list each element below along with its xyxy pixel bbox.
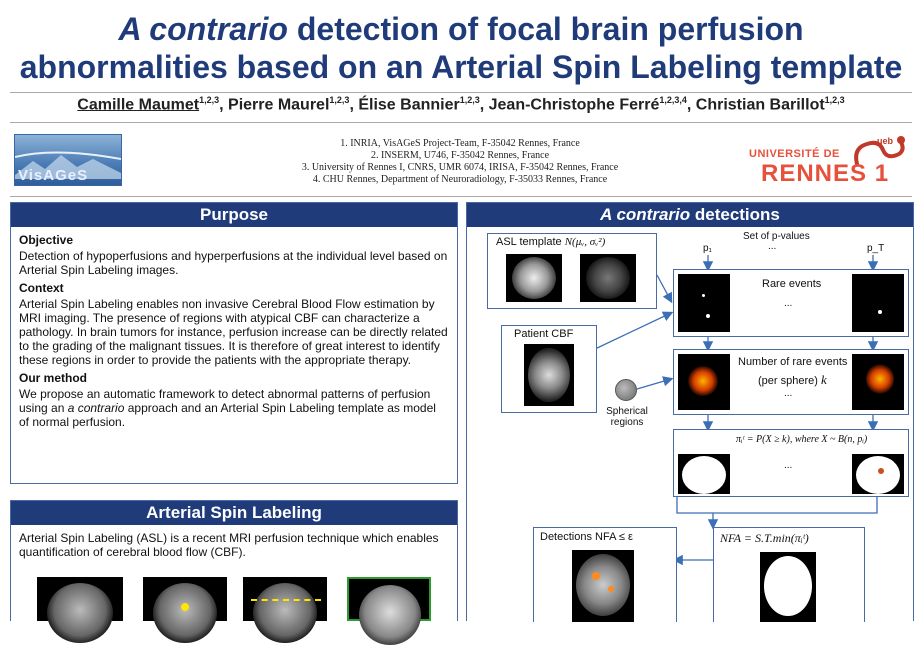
detections-heading-rest: detections bbox=[690, 205, 780, 224]
method-text-2: approach and an Arterial Spin Labeling t… bbox=[19, 401, 436, 429]
method-text-italic: a contrario bbox=[67, 401, 125, 415]
nfa-formula: NFA = S.T.min(πᵢᵗ) bbox=[720, 531, 809, 545]
author-affiliation-sup: 1,2,3 bbox=[329, 95, 350, 105]
objective-title: Objective bbox=[19, 233, 74, 247]
number-rare-map-T bbox=[852, 354, 904, 410]
template-mean-image bbox=[506, 254, 562, 302]
nfa-map bbox=[760, 552, 816, 622]
poster-title-line1: A contrario detection of focal brain per… bbox=[0, 10, 922, 48]
asl-image-3 bbox=[243, 577, 327, 643]
author-affiliation-sup: 1,2,3 bbox=[199, 95, 220, 105]
affiliation-1: 1. INRIA, VisAGeS Project-Team, F-35042 … bbox=[340, 138, 580, 149]
detections-panel: A contrario detections ASL template N(μᵥ… bbox=[466, 202, 914, 622]
context-text: Arterial Spin Labeling enables non invas… bbox=[19, 297, 448, 367]
divider-header bbox=[10, 196, 912, 197]
number-rare-box: Number of rare events (per sphere) k ... bbox=[673, 349, 909, 415]
formula-dots: ... bbox=[784, 460, 793, 471]
method-text-1: We propose an automatic framework to det… bbox=[19, 387, 431, 415]
author-affiliation-sup: 1,2,3 bbox=[459, 95, 480, 105]
rare-events-map-T bbox=[852, 274, 904, 332]
number-rare-k: k bbox=[820, 372, 827, 387]
author-affiliation-sup: 1,2,3,4 bbox=[659, 95, 687, 105]
asl-image-4 bbox=[347, 577, 431, 645]
sphere-icon bbox=[615, 379, 637, 401]
asl-text: Arterial Spin Labeling (ASL) is a recent… bbox=[19, 531, 439, 559]
rare-events-label: Rare events bbox=[762, 278, 822, 290]
rennes-logo-main: RENNES 1 bbox=[761, 160, 890, 187]
set-pvalues-label: Set of p-values bbox=[743, 231, 810, 242]
number-rare-label-1: Number of rare events bbox=[738, 356, 848, 368]
divider-top bbox=[10, 92, 912, 93]
author-separator: , bbox=[219, 96, 229, 114]
title-rest: detection of focal brain perfusion bbox=[287, 11, 804, 47]
number-rare-per-sphere: (per sphere) bbox=[758, 375, 818, 387]
objective-text: Detection of hypoperfusions and hyperper… bbox=[19, 249, 448, 277]
author-name: Pierre Maurel bbox=[228, 96, 330, 114]
flow-arrows bbox=[594, 255, 879, 566]
author-name: Christian Barillot bbox=[695, 96, 825, 114]
asl-template-math: N(μᵥ, σᵥ²) bbox=[564, 236, 606, 248]
asl-image-1 bbox=[37, 577, 123, 643]
formula-text: πᵢᵗ = P(X ≥ k), where X ~ B(n, pᵢ) bbox=[736, 434, 868, 445]
pvalues-dots: ... bbox=[768, 241, 777, 252]
visages-logo: VisAGeS bbox=[14, 134, 122, 186]
patient-cbf-label: Patient CBF bbox=[514, 328, 574, 340]
title-italic: A contrario bbox=[118, 11, 288, 47]
template-std-image bbox=[580, 254, 636, 302]
patient-cbf-image bbox=[524, 344, 574, 406]
rare-events-dots: ... bbox=[784, 298, 793, 309]
rare-events-map-1 bbox=[678, 274, 730, 332]
author-separator: , bbox=[479, 96, 489, 114]
divider-authors bbox=[10, 122, 912, 123]
nfa-box: NFA = S.T.min(πᵢᵗ) bbox=[713, 527, 865, 622]
number-rare-label-2: (per sphere) k bbox=[758, 372, 827, 388]
author-name: Élise Bannier bbox=[358, 96, 460, 114]
author-name: Camille Maumet bbox=[77, 96, 200, 114]
asl-image-2 bbox=[143, 577, 227, 643]
mountain-graphic bbox=[15, 151, 121, 179]
poster-title-line2: abnormalities based on an Arterial Spin … bbox=[19, 49, 903, 85]
rennes-logo-top: UNIVERSITÉ DE bbox=[749, 148, 840, 160]
asl-template-label-text: ASL template bbox=[496, 236, 562, 248]
number-rare-map-1 bbox=[678, 354, 730, 410]
pT-label: p_T bbox=[867, 243, 885, 254]
method-title: Our method bbox=[19, 371, 87, 385]
pvalue-map-1 bbox=[678, 454, 730, 494]
number-rare-dots: ... bbox=[784, 388, 793, 399]
ueb-label: ueb bbox=[877, 136, 894, 146]
rennes-dragon-icon bbox=[854, 136, 905, 166]
affiliations: 1. INRIA, VisAGeS Project-Team, F-35042 … bbox=[230, 138, 690, 186]
asl-heading: Arterial Spin Labeling bbox=[11, 501, 457, 525]
affiliation-4: 4. CHU Rennes, Department of Neuroradiol… bbox=[312, 174, 608, 185]
patient-cbf-box: Patient CBF bbox=[501, 325, 597, 413]
detections-heading-italic: A contrario bbox=[600, 205, 691, 224]
rennes-logo: ueb UNIVERSITÉ DE RENNES 1 bbox=[749, 134, 909, 188]
author-separator: , bbox=[686, 96, 696, 114]
method-text: We propose an automatic framework to det… bbox=[19, 387, 449, 429]
detections-label: Detections NFA ≤ ε bbox=[540, 531, 633, 543]
detections-heading: A contrario detections bbox=[467, 203, 913, 227]
context-title: Context bbox=[19, 281, 64, 295]
affiliation-3: 3. University of Rennes I, CNRS, UMR 607… bbox=[301, 162, 619, 173]
author-affiliation-sup: 1,2,3 bbox=[824, 95, 845, 105]
asl-template-box: ASL template N(μᵥ, σᵥ²) bbox=[487, 233, 657, 309]
author-name: Jean-Christophe Ferré bbox=[488, 96, 660, 114]
visages-logo-text: VisAGeS bbox=[18, 167, 89, 184]
affiliation-2: 2. INSERM, U746, F-35042 Rennes, France bbox=[370, 150, 550, 161]
spherical-regions-label: Spherical regions bbox=[606, 406, 648, 428]
rare-events-box: Rare events ... bbox=[673, 269, 909, 337]
purpose-heading: Purpose bbox=[11, 203, 457, 227]
purpose-panel: Purpose Objective Detection of hypoperfu… bbox=[10, 202, 458, 484]
p1-label: p₁ bbox=[703, 243, 712, 254]
asl-panel: Arterial Spin Labeling Arterial Spin Lab… bbox=[10, 500, 458, 645]
detections-map bbox=[572, 550, 634, 622]
asl-template-label: ASL template N(μᵥ, σᵥ²) bbox=[496, 236, 605, 248]
formula-box: πᵢᵗ = P(X ≥ k), where X ~ B(n, pᵢ) ... bbox=[673, 429, 909, 497]
authors-line: Camille Maumet1,2,3, Pierre Maurel1,2,3,… bbox=[0, 95, 922, 114]
pvalue-map-T bbox=[852, 454, 904, 494]
author-separator: , bbox=[349, 96, 359, 114]
detections-box: Detections NFA ≤ ε bbox=[533, 527, 677, 622]
